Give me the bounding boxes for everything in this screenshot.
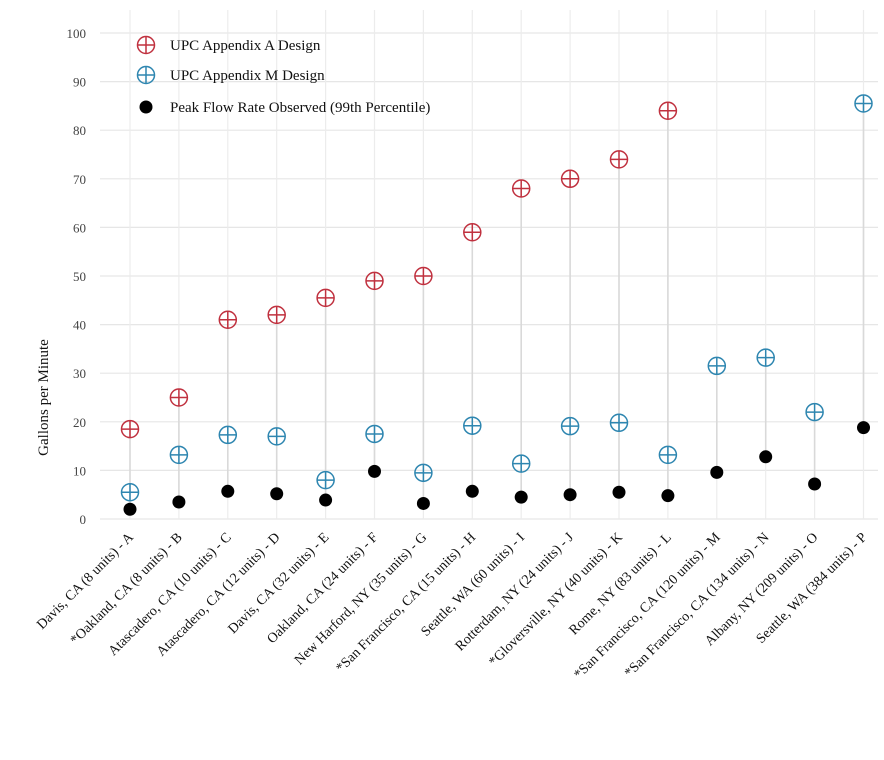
observed-peak-point [612,485,626,499]
appendix-m-point [414,463,433,483]
appendix-m-point [365,424,384,444]
appendix-a-point [169,388,189,407]
appendix-m-point [267,427,286,446]
appendix-m-point [854,94,873,113]
observed-peak-point [514,490,528,504]
y-tick-label: 100 [67,26,87,41]
legend-marker [136,35,156,55]
y-axis: 0 10 20 30 40 50 60 70 80 90 100 [67,26,87,527]
y-tick-label: 90 [73,75,86,90]
value-stems [129,103,865,510]
appendix-a-point [218,310,238,329]
y-tick-label: 60 [73,220,86,235]
observed-peak-point [368,464,381,478]
appendix-m-point [707,356,727,376]
appendix-m-point [218,425,238,445]
observed-peak-point [857,421,870,435]
observed-peak-point [465,484,479,498]
observed-peak-point [661,489,675,503]
appendix-a-point [365,271,384,291]
appendix-a-point [658,101,678,121]
observed-peak-point [759,450,773,464]
x-axis: Davis, CA (8 units) - A*Oakland, CA (8 u… [34,530,870,683]
appendix-a-point [120,419,140,439]
appendix-m-point [169,445,189,465]
y-tick-label: 0 [80,512,87,527]
appendix-m-point [560,416,580,436]
legend-label: Peak Flow Rate Observed (99th Percentile… [170,100,430,116]
observed-peak-point [563,488,577,502]
observed-peak-point [319,493,333,507]
appendix-m-point [511,454,531,473]
legend-marker [136,65,156,85]
appendix-m-point [463,416,482,435]
y-tick-label: 20 [73,415,86,430]
appendix-a-point [560,169,580,189]
legend-marker [139,100,153,114]
observed-peak-point [172,495,186,509]
y-tick-label: 10 [73,463,86,478]
observed-peak-point [270,487,284,501]
observed-peak-point [416,496,430,510]
x-category-label: Davis, CA (8 units) - A [34,530,137,633]
legend-label: UPC Appendix A Design [170,38,321,54]
appendix-m-point [120,483,140,502]
y-tick-label: 80 [73,123,86,138]
appendix-a-point [609,150,629,169]
appendix-a-point [511,179,531,198]
grid-lines [100,10,878,520]
data-points [120,94,873,516]
appendix-m-point [805,402,824,422]
y-tick-label: 50 [73,269,86,284]
appendix-a-point [414,266,433,286]
y-tick-label: 30 [73,366,86,381]
appendix-m-point [609,413,629,433]
observed-peak-point [710,465,724,479]
observed-peak-point [123,502,137,516]
y-axis-title: Gallons per Minute [36,339,52,456]
observed-peak-point [808,477,822,491]
appendix-m-point [316,470,335,490]
y-tick-label: 40 [73,318,86,333]
appendix-m-point [756,348,775,367]
appendix-m-point [658,445,678,465]
legend: UPC Appendix A Design UPC Appendix M Desi… [136,35,430,116]
observed-peak-point [221,484,235,498]
appendix-a-point [267,305,286,325]
y-tick-label: 70 [73,172,86,187]
appendix-a-point [316,288,335,308]
appendix-a-point [463,223,482,242]
legend-label: UPC Appendix M Design [170,68,325,84]
